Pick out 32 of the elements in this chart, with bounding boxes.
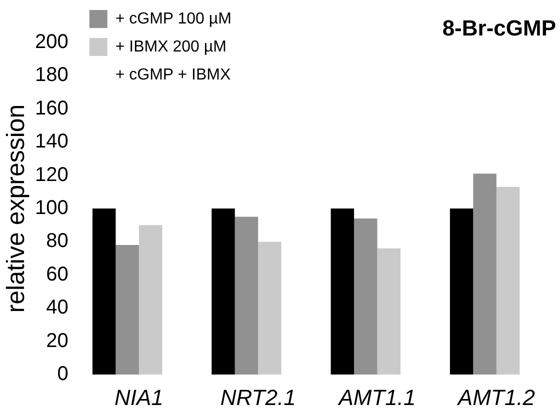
bar [473, 174, 496, 375]
bar [212, 208, 235, 375]
bar [450, 208, 474, 375]
y-tick-label: 20 [46, 330, 68, 352]
chart-title: 8-Br-cGMP [442, 15, 556, 40]
y-tick-label: 160 [34, 97, 68, 120]
y-tick-label: 180 [34, 64, 68, 86]
y-tick-label: 60 [46, 263, 68, 286]
text: + cGMP + IBMX [115, 66, 231, 84]
legend-label: + cGMP 100 µM [115, 10, 232, 28]
y-tick-label: 40 [46, 296, 68, 319]
bar [258, 242, 282, 375]
bar [92, 208, 116, 375]
bar [496, 186, 520, 375]
x-tick-label: AMT1.1 [336, 384, 416, 410]
legend-label: + IBMX 200 µM [115, 38, 226, 56]
x-tick-label: NRT2.1 [220, 384, 296, 410]
y-tick-label: 0 [57, 363, 68, 386]
bar [354, 218, 378, 375]
y-axis-title: relative expression [2, 104, 30, 313]
x-tick-label: AMT1.2 [456, 384, 535, 410]
bar [234, 216, 258, 375]
y-tick-label: 140 [34, 130, 68, 153]
y-tick-label: 200 [34, 30, 68, 53]
y-tick-label: 120 [34, 164, 68, 186]
bar [138, 225, 162, 375]
x-tick-label: NIA1 [114, 384, 164, 410]
y-tick-label: 100 [34, 197, 68, 220]
bar [377, 248, 400, 375]
y-tick-label: 80 [46, 230, 68, 252]
bar [116, 245, 139, 375]
bar [330, 208, 354, 375]
